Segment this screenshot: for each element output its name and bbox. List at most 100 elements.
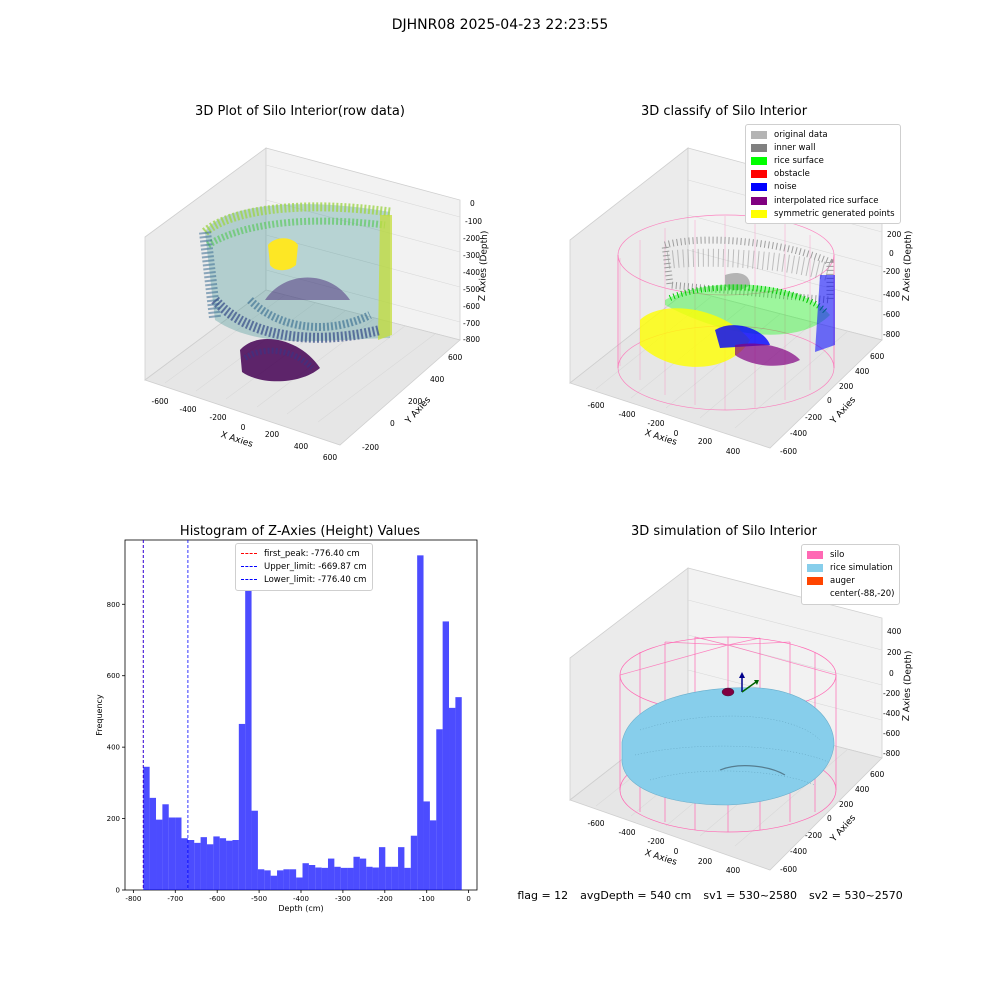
histogram-x-tick-label: -500 <box>251 895 267 903</box>
histogram-bar <box>404 867 411 890</box>
histogram-bar <box>238 723 246 890</box>
classify-ytick: 600 <box>870 352 885 361</box>
classify-legend-swatch <box>751 143 767 152</box>
raw-xtick: 400 <box>294 442 309 451</box>
classify-legend-item: noise <box>751 181 895 194</box>
classify-legend-swatch <box>751 183 767 192</box>
classify-legend-swatch <box>751 130 767 139</box>
histogram-x-tick-label: -400 <box>293 895 309 903</box>
classify-legend-item: obstacle <box>751 168 895 181</box>
raw-ytick: -200 <box>362 443 379 452</box>
sv1-text: sv1 = 530~2580 <box>703 889 798 902</box>
classify-z-axis-label: Z Axies (Depth) <box>902 231 914 302</box>
histogram-x-axis-label: Depth (cm) <box>278 904 323 913</box>
histogram-bar <box>245 590 252 890</box>
histogram-bar <box>168 817 176 890</box>
histogram-bar <box>455 697 462 890</box>
classify-ytick: 0 <box>827 396 832 405</box>
histogram-bar <box>423 801 430 890</box>
simulation-xtick: 0 <box>674 847 679 856</box>
histogram-legend-label: Upper_limit: -669.87 cm <box>264 561 367 572</box>
classify-legend-swatch <box>751 170 767 179</box>
histogram-bar <box>296 877 303 890</box>
histogram-bar <box>378 847 386 890</box>
simulation-ytick: 600 <box>870 770 885 779</box>
histogram-bar <box>366 866 373 890</box>
classify-ztick: 200 <box>887 230 902 239</box>
histogram-bar <box>302 863 309 890</box>
histogram-legend: first_peak: -776.40 cm Upper_limit: -669.… <box>235 543 373 591</box>
raw-ytick: 200 <box>408 397 423 406</box>
histogram-bar <box>181 838 188 890</box>
classify-legend-label: inner wall <box>774 142 816 153</box>
classify-legend-item: interpolated rice surface <box>751 194 895 207</box>
simulation-xtick: -400 <box>618 828 635 837</box>
classify-legend-item: original data <box>751 128 895 141</box>
simulation-y-axis-label: Y Axies <box>828 813 858 845</box>
histogram-x-ticks: -800 -700 -600 -500 -400 -300 -200 -100 0 <box>125 890 471 903</box>
classify-ytick: 200 <box>839 382 854 391</box>
histogram-bar <box>385 866 392 890</box>
simulation-z-axis-label: Z Axies (Depth) <box>902 651 914 722</box>
raw-ztick: -700 <box>463 319 480 328</box>
raw-xtick: 600 <box>323 453 338 462</box>
classify-legend-label: interpolated rice surface <box>774 195 879 206</box>
classify-legend-item: symmetric generated points <box>751 207 895 220</box>
sv2-text: sv2 = 530~2570 <box>809 889 903 902</box>
simulation-legend-item: rice simulation <box>807 561 894 574</box>
simulation-legend-swatch <box>807 550 823 559</box>
histogram-x-tick-label: -200 <box>377 895 393 903</box>
simulation-ytick: 0 <box>827 814 832 823</box>
histogram-x-tick-label: -100 <box>419 895 435 903</box>
histogram-bar <box>264 870 271 890</box>
raw-ztick: -200 <box>463 234 480 243</box>
simulation-xtick: 400 <box>726 866 741 875</box>
simulation-legend-item: silo <box>807 548 894 561</box>
simulation-ytick: -400 <box>790 847 807 856</box>
histogram-bar <box>391 866 399 890</box>
histogram-bar <box>257 869 265 890</box>
simulation-plot-title: 3D simulation of Silo Interior <box>631 524 817 539</box>
histogram-chart: -800 -700 -600 -500 -400 -300 -200 -100 0 0 200 40… <box>95 539 478 913</box>
raw-3d-plot: -600 -400 -200 0 200 400 600 -200 0 200 … <box>144 147 490 462</box>
classify-ztick: -400 <box>883 290 900 299</box>
simulation-ytick: -600 <box>780 865 797 874</box>
classify-xtick: 400 <box>726 447 741 456</box>
simulation-ytick: -200 <box>805 831 822 840</box>
simulation-ztick: -400 <box>883 709 900 718</box>
histogram-legend-line <box>241 553 257 555</box>
histogram-limit-lines <box>142 540 189 890</box>
classify-legend-label: rice surface <box>774 155 824 166</box>
raw-ztick: -600 <box>463 302 480 311</box>
auger-marker <box>721 672 759 697</box>
simulation-ytick: 200 <box>839 800 854 809</box>
simulation-legend-swatch <box>807 590 823 598</box>
histogram-x-tick-label: -700 <box>167 895 183 903</box>
histogram-x-tick-label: -800 <box>125 895 141 903</box>
histogram-bar <box>232 840 239 890</box>
histogram-bar <box>270 875 278 890</box>
raw-ytick: 600 <box>448 353 463 362</box>
histogram-y-tick-label: 0 <box>116 887 120 895</box>
histogram-x-tick-label: 0 <box>466 895 470 903</box>
histogram-bar <box>321 867 328 890</box>
raw-3d-axis-ticks: -600 -400 -200 0 200 400 600 -200 0 200 … <box>151 199 482 462</box>
simulation-3d-plot: -600 -400 -200 0 200 400 -600 -400 -200 … <box>569 567 914 875</box>
histogram-bar <box>219 838 227 890</box>
histogram-bar <box>327 858 335 890</box>
classify-xtick: -200 <box>647 419 664 428</box>
histogram-bar <box>156 819 163 890</box>
histogram-bar <box>194 842 201 890</box>
histogram-bar <box>308 865 316 890</box>
histogram-bar <box>175 817 182 890</box>
classify-legend-swatch <box>751 196 767 205</box>
histogram-legend-line <box>241 566 257 568</box>
raw-ytick: 0 <box>390 419 395 428</box>
raw-ztick: -400 <box>463 268 480 277</box>
histogram-y-tick-label: 200 <box>107 815 120 823</box>
histogram-bar <box>436 729 443 890</box>
raw-ztick: -800 <box>463 335 480 344</box>
classify-legend-swatch <box>751 209 767 218</box>
classify-ytick: 400 <box>855 367 870 376</box>
simulation-legend-label: center(-88,-20) <box>830 589 895 600</box>
